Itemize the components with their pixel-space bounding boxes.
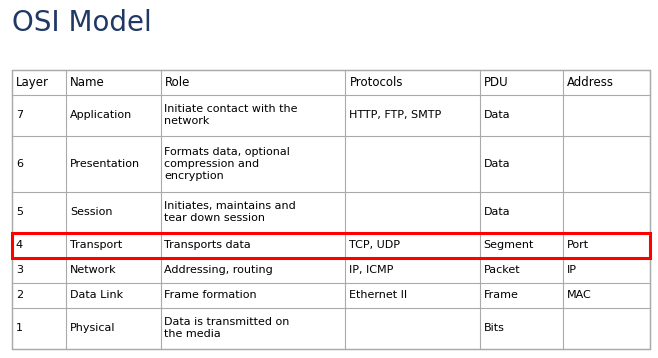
Text: 2: 2	[16, 290, 23, 300]
Text: IP: IP	[567, 265, 577, 275]
Text: 1: 1	[16, 324, 23, 333]
Text: IP, ICMP: IP, ICMP	[349, 265, 393, 275]
Text: Session: Session	[70, 207, 113, 217]
Text: Port: Port	[567, 241, 589, 251]
Bar	[12, 233, 650, 258]
Text: Physical: Physical	[70, 324, 116, 333]
Text: 5: 5	[16, 207, 23, 217]
Text: Layer: Layer	[16, 76, 49, 89]
Text: Frame formation: Frame formation	[164, 290, 257, 300]
Text: Data Link: Data Link	[70, 290, 123, 300]
Text: Transports data: Transports data	[164, 241, 251, 251]
Text: Bits: Bits	[484, 324, 505, 333]
Text: Data: Data	[484, 159, 510, 169]
Text: Segment: Segment	[484, 241, 534, 251]
Text: Data: Data	[484, 110, 510, 120]
Text: Address: Address	[567, 76, 614, 89]
Text: Packet: Packet	[484, 265, 520, 275]
Text: Presentation: Presentation	[70, 159, 140, 169]
Text: 3: 3	[16, 265, 23, 275]
Text: Name: Name	[70, 76, 105, 89]
Text: PDU: PDU	[484, 76, 508, 89]
Text: TCP, UDP: TCP, UDP	[349, 241, 401, 251]
Text: MAC: MAC	[567, 290, 592, 300]
Text: Ethernet II: Ethernet II	[349, 290, 407, 300]
Text: HTTP, FTP, SMTP: HTTP, FTP, SMTP	[349, 110, 442, 120]
Text: Data: Data	[484, 207, 510, 217]
Text: Frame: Frame	[484, 290, 519, 300]
Text: Network: Network	[70, 265, 117, 275]
Text: 6: 6	[16, 159, 23, 169]
Text: Transport: Transport	[70, 241, 122, 251]
Text: Addressing, routing: Addressing, routing	[164, 265, 273, 275]
Text: Role: Role	[164, 76, 190, 89]
Text: Protocols: Protocols	[349, 76, 403, 89]
Text: Formats data, optional
compression and
encryption: Formats data, optional compression and e…	[164, 147, 290, 181]
Text: Initiate contact with the
network: Initiate contact with the network	[164, 105, 298, 126]
Text: Initiates, maintains and
tear down session: Initiates, maintains and tear down sessi…	[164, 201, 296, 223]
Bar	[12, 70, 650, 349]
Text: OSI Model: OSI Model	[12, 9, 151, 37]
Text: Application: Application	[70, 110, 132, 120]
Text: 4: 4	[16, 241, 23, 251]
Text: Data is transmitted on
the media: Data is transmitted on the media	[164, 318, 290, 339]
Text: 7: 7	[16, 110, 23, 120]
